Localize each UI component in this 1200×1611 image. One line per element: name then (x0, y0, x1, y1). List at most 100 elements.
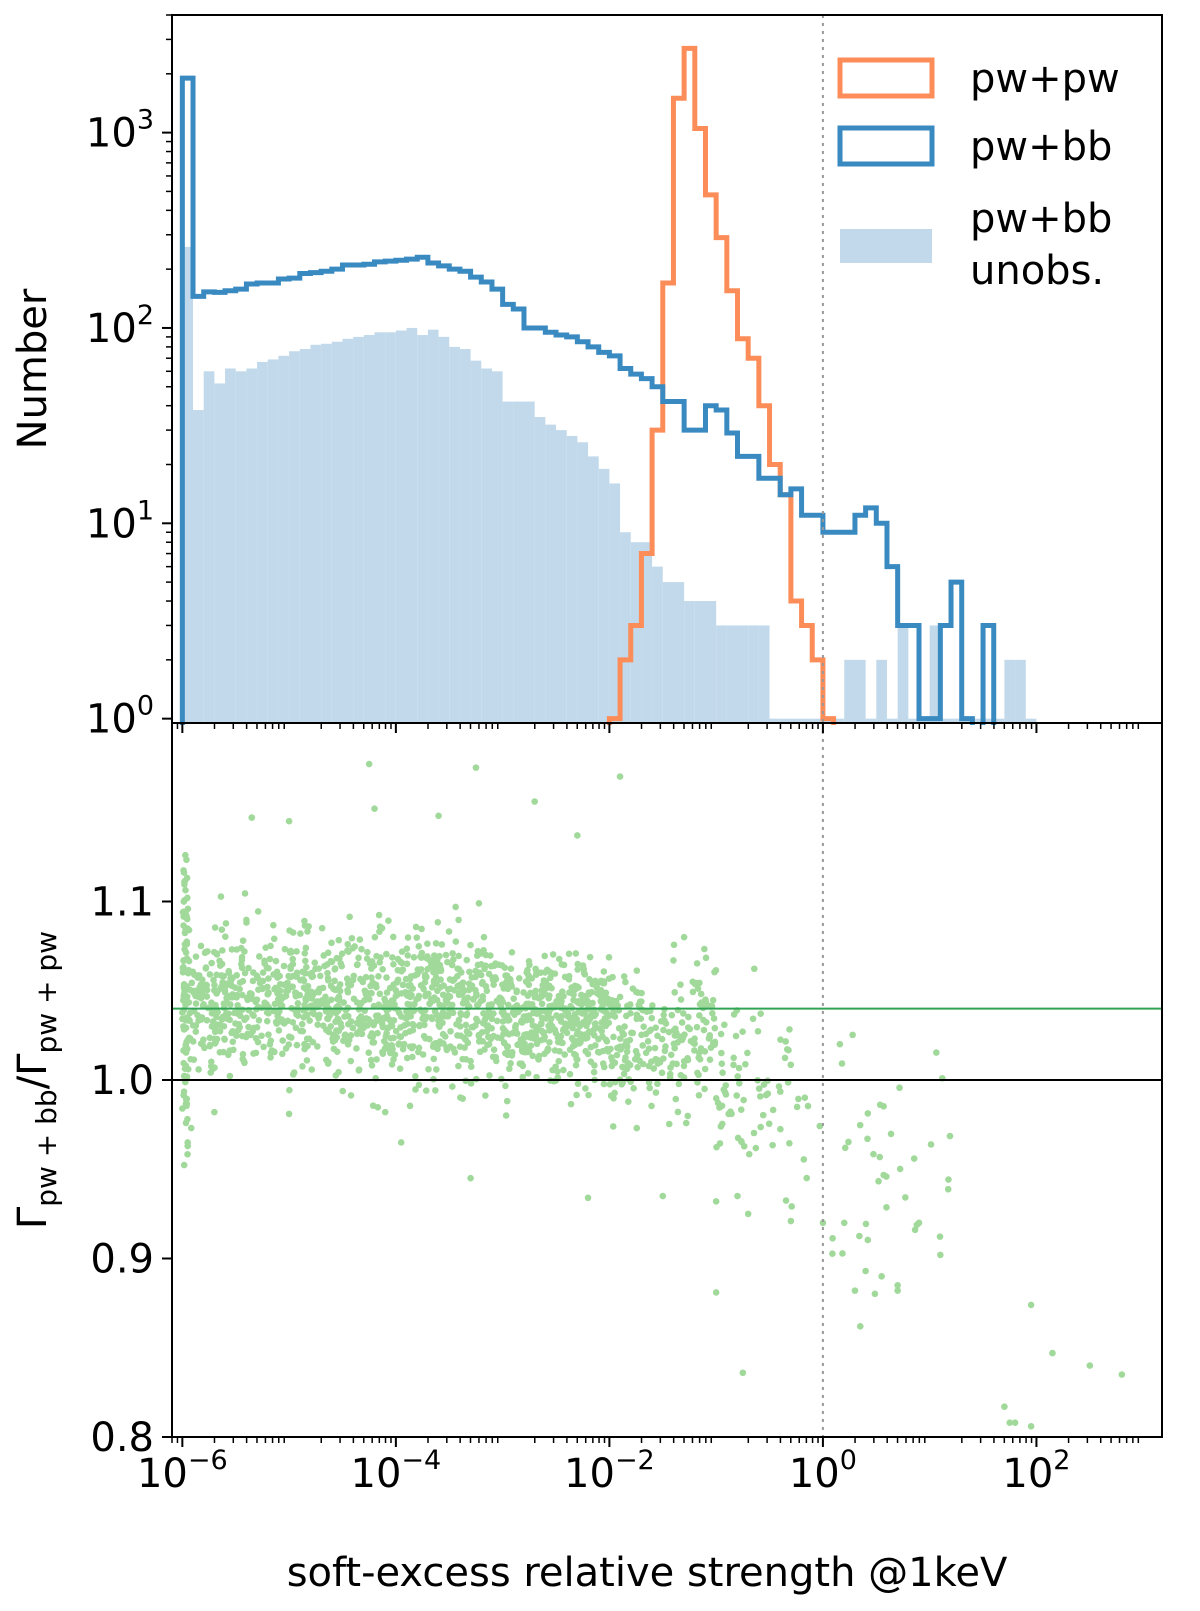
scatter-point (335, 993, 343, 1001)
scatter-point (368, 974, 375, 981)
scatter-point (182, 886, 189, 894)
scatter-point (845, 1138, 852, 1146)
x-tick-label: 102 (1002, 1445, 1070, 1497)
scatter-point (627, 1010, 634, 1017)
scatter-point (788, 1203, 796, 1210)
scatter-point (620, 1031, 628, 1038)
scatter-point (376, 958, 384, 966)
scatter-point (849, 1031, 856, 1039)
scatter-point (331, 977, 338, 985)
unobs-bar (545, 424, 557, 723)
scatter-point (572, 1061, 580, 1069)
scatter-point (265, 964, 272, 972)
scatter-point (880, 1103, 887, 1110)
scatter-point (341, 1036, 348, 1044)
y-tick-label: 1.0 (90, 1058, 154, 1104)
unobs-bar (801, 718, 813, 723)
scatter-point (444, 994, 452, 1002)
scatter-point (722, 1082, 730, 1089)
scatter-point (221, 988, 229, 996)
scatter-point (343, 975, 351, 983)
scatter-point (870, 1150, 877, 1158)
scatter-point (437, 976, 444, 984)
scatter-point (359, 978, 367, 986)
scatter-point (373, 1056, 380, 1063)
scatter-point (1086, 1362, 1094, 1369)
scatter-point (287, 965, 294, 973)
scatter-point (319, 984, 327, 992)
scatter-point (430, 977, 438, 985)
scatter-point (266, 955, 274, 963)
scatter-point (180, 956, 187, 964)
scatter-point (184, 969, 192, 977)
unobs-bar (620, 532, 631, 723)
scatter-point (701, 1065, 709, 1073)
scatter-point (233, 972, 241, 979)
scatter-point (206, 1041, 214, 1049)
scatter-point (864, 1236, 872, 1244)
scatter-point (608, 1062, 616, 1070)
scatter-point (378, 924, 386, 932)
scatter-point (415, 992, 423, 1000)
scatter-point (339, 1087, 347, 1095)
scatter-point (202, 965, 210, 972)
scatter-point (432, 1087, 439, 1094)
scatter-point (344, 1020, 352, 1028)
scatter-point (492, 1057, 500, 1065)
scatter-point (829, 1250, 836, 1258)
scatter-point (347, 1032, 355, 1039)
scatter-point (883, 1203, 890, 1211)
scatter-point (525, 1012, 533, 1019)
scatter-point (185, 926, 193, 934)
y-tick-label: 103 (86, 105, 154, 157)
scatter-point (289, 955, 297, 963)
tick-exponent: 1 (137, 495, 154, 526)
scatter-point (467, 1057, 474, 1065)
legend-swatch-pw-bb (837, 125, 935, 167)
scatter-point (213, 990, 220, 997)
tick-exponent: −6 (188, 1445, 228, 1476)
scatter-point (554, 1034, 562, 1041)
scatter-point (415, 1081, 423, 1089)
scatter-point (433, 1066, 440, 1073)
scatter-point (684, 1112, 692, 1120)
scatter-point (558, 961, 566, 968)
scatter-point (482, 962, 489, 969)
scatter-point (192, 1000, 200, 1007)
scatter-point (263, 1009, 271, 1016)
scatter-point (188, 979, 196, 987)
scatter-point (665, 1028, 673, 1036)
scatter-point (752, 1144, 760, 1152)
scatter-point (609, 1123, 617, 1130)
scatter-point (211, 1028, 219, 1036)
unobs-bar (1025, 718, 1037, 723)
scatter-point (787, 1061, 795, 1069)
scatter-point (652, 1055, 660, 1063)
scatter-point (464, 994, 472, 1001)
scatter-point (671, 989, 678, 996)
unobs-bar (406, 327, 418, 723)
scatter-point (652, 1089, 660, 1096)
scatter-point (469, 1023, 477, 1031)
scatter-point (406, 1001, 414, 1009)
scatter-point (839, 1250, 846, 1257)
scatter-point (299, 1027, 307, 1035)
scatter-point (491, 962, 498, 969)
scatter-point (201, 949, 209, 957)
scatter-point (292, 1024, 300, 1032)
scatter-point (289, 1018, 297, 1026)
legend-label-unobs: pw+bb unobs. (970, 196, 1112, 294)
scatter-point (533, 1073, 540, 1081)
unobs-bar (812, 718, 823, 723)
scatter-point (518, 1060, 525, 1067)
unobs-bar (780, 718, 791, 723)
x-tick-label: 100 (789, 1445, 857, 1497)
scatter-point (696, 1012, 703, 1019)
scatter-point (428, 962, 435, 969)
scatter-point (222, 920, 230, 927)
scatter-point (389, 933, 397, 941)
scatter-point (470, 995, 477, 1003)
scatter-point (574, 1027, 581, 1035)
scatter-point (424, 940, 431, 948)
scatter-point (398, 959, 406, 967)
